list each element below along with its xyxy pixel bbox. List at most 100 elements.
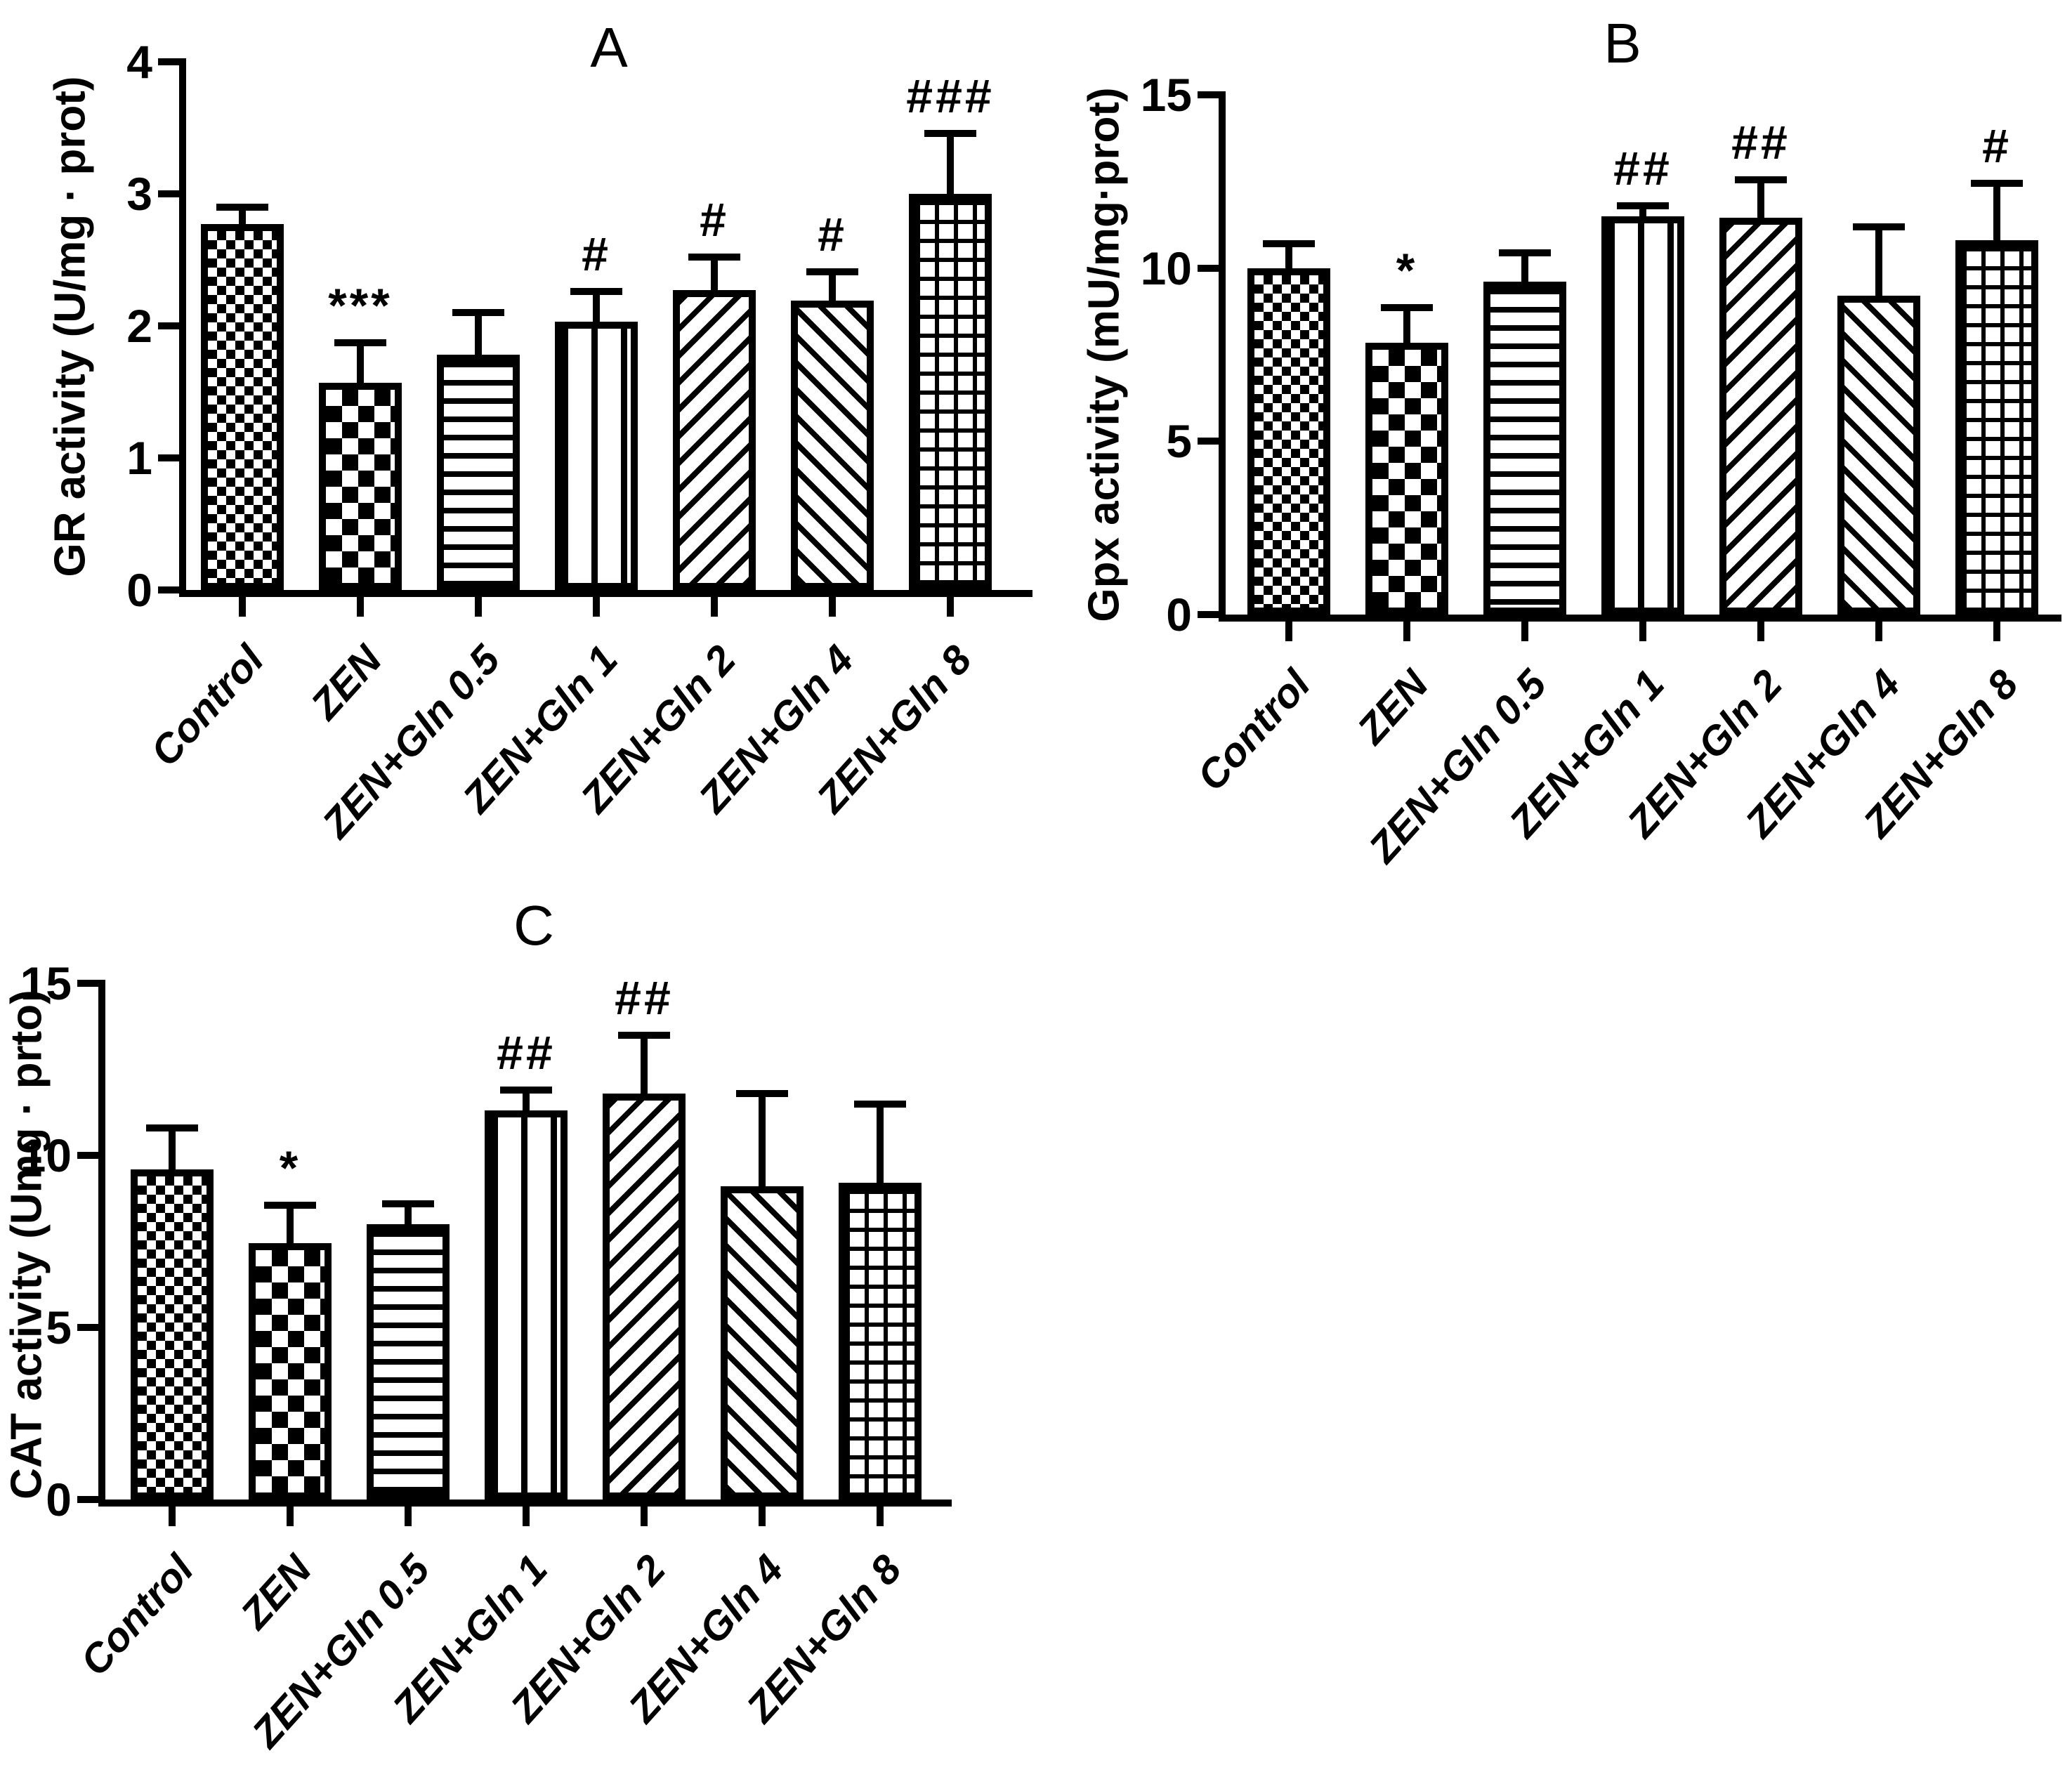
y-tick-label: 4: [126, 36, 152, 88]
error-bar-cap: [452, 309, 504, 317]
y-tick: [158, 454, 179, 461]
x-axis-line: [1219, 615, 2061, 622]
significance-label: *: [279, 1141, 301, 1195]
error-bar-stem: [1521, 252, 1528, 303]
bar-zen-gln-8: [909, 194, 992, 590]
error-bar-stem: [1875, 226, 1882, 317]
error-bar-stem: [1285, 244, 1292, 289]
bar-zen-gln-0-5: [367, 1224, 450, 1500]
error-bar-cap: [1499, 249, 1551, 256]
error-bar-stem: [711, 257, 718, 312]
error-bar-cap: [618, 1031, 670, 1039]
error-bar-cap: [1971, 179, 2023, 187]
x-tick: [523, 1507, 530, 1526]
bar-zen: [319, 382, 402, 590]
x-tick: [405, 1507, 412, 1526]
y-tick-label: 3: [126, 168, 152, 220]
y-tick-label: 1: [126, 432, 152, 484]
panel-title-c: C: [513, 894, 554, 957]
y-axis-line: [179, 58, 186, 597]
error-bar-stem: [1403, 308, 1410, 364]
error-bar-cap: [924, 129, 976, 137]
x-category-label-text: ZEN: [232, 1546, 321, 1638]
y-tick: [158, 190, 179, 197]
y-axis-label-c: CAT activity (Umg · prto): [2, 990, 51, 1500]
error-bar-cap: [1617, 202, 1669, 209]
y-axis-line: [98, 980, 105, 1507]
bar-zen-gln-1: [485, 1110, 568, 1500]
error-bar-cap: [500, 1086, 552, 1094]
bar-zen-gln-4: [791, 301, 874, 590]
significance-label: #: [582, 228, 611, 282]
x-tick: [947, 597, 954, 617]
y-tick-label: 5: [46, 1301, 72, 1353]
y-tick: [158, 58, 179, 65]
y-tick-label: 5: [1166, 415, 1192, 468]
x-tick: [475, 597, 482, 617]
x-tick: [1875, 622, 1882, 641]
y-tick-label: 15: [1140, 69, 1192, 122]
x-tick: [1757, 622, 1764, 641]
x-tick: [1993, 622, 2000, 641]
x-tick: [287, 1507, 294, 1526]
error-bar-stem: [947, 133, 954, 215]
x-axis-line: [98, 1500, 952, 1507]
x-tick: [711, 597, 718, 617]
bar-zen-gln-4: [1837, 296, 1920, 615]
x-tick: [593, 597, 600, 617]
error-bar-cap: [1735, 176, 1787, 183]
bar-zen-gln-8: [839, 1183, 922, 1500]
significance-label: ###: [906, 69, 995, 123]
bar-zen-gln-1: [1601, 216, 1684, 615]
y-tick-label: 0: [1166, 589, 1192, 641]
y-tick: [1198, 264, 1219, 272]
y-tick: [1198, 438, 1219, 445]
y-tick-label: 10: [1140, 242, 1192, 294]
x-tick: [1639, 622, 1646, 641]
error-bar-cap: [1853, 223, 1905, 230]
x-tick: [357, 597, 364, 617]
y-tick-label: 10: [20, 1129, 72, 1181]
bar-zen-gln-0-5: [1483, 282, 1566, 615]
x-tick: [641, 1507, 648, 1526]
x-tick: [239, 597, 246, 617]
significance-label: *: [1396, 244, 1418, 298]
significance-label: #: [1982, 119, 2012, 173]
bar-zen-gln-2: [1719, 218, 1802, 615]
bar-zen-gln-2: [603, 1093, 686, 1500]
bar-control: [201, 224, 284, 590]
significance-label: ##: [497, 1025, 556, 1080]
error-bar-cap: [382, 1200, 434, 1207]
y-tick: [77, 1496, 98, 1503]
y-tick: [1198, 91, 1219, 99]
y-tick: [77, 1152, 98, 1159]
x-tick: [829, 597, 836, 617]
error-bar-stem: [169, 1127, 176, 1190]
y-tick-label: 15: [20, 957, 72, 1009]
bar-zen: [249, 1242, 332, 1500]
significance-label: #: [818, 207, 847, 261]
bar-zen: [1365, 342, 1448, 615]
x-tick: [1285, 622, 1292, 641]
x-tick: [1403, 622, 1410, 641]
panel-title-b: B: [1604, 12, 1641, 74]
panel-title-a: A: [590, 16, 628, 79]
error-bar-cap: [854, 1100, 906, 1108]
bar-zen-gln-2: [673, 290, 756, 590]
error-bar-cap: [264, 1202, 316, 1209]
error-bar-stem: [475, 313, 482, 376]
error-bar-cap: [736, 1089, 788, 1097]
significance-label: ##: [615, 971, 674, 1025]
bar-zen-gln-4: [721, 1186, 804, 1500]
x-category-label-text: Control: [71, 1546, 203, 1685]
bar-control: [131, 1169, 214, 1500]
bar-zen-gln-8: [1955, 240, 2038, 615]
y-tick-label: 0: [126, 564, 152, 616]
significance-label: ***: [328, 279, 393, 333]
y-tick: [77, 980, 98, 987]
significance-label: ##: [1613, 141, 1672, 195]
error-bar-stem: [641, 1035, 648, 1115]
